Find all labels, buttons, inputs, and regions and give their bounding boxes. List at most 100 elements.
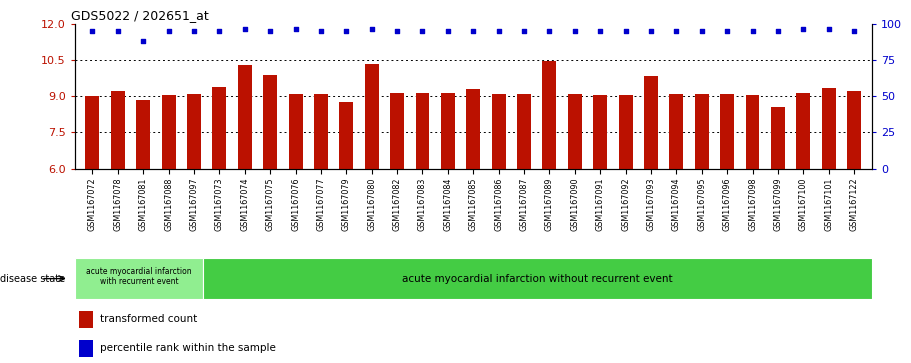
Point xyxy=(161,28,176,34)
Point xyxy=(846,28,861,34)
Text: GSM1167081: GSM1167081 xyxy=(138,177,148,231)
Point xyxy=(745,28,760,34)
Point xyxy=(441,28,456,34)
Bar xyxy=(517,94,531,169)
Text: GSM1167075: GSM1167075 xyxy=(266,177,275,231)
Point xyxy=(822,26,836,32)
Point xyxy=(771,28,785,34)
Text: GDS5022 / 202651_at: GDS5022 / 202651_at xyxy=(71,9,209,23)
Point xyxy=(796,26,811,32)
Bar xyxy=(86,96,99,169)
Text: GSM1167087: GSM1167087 xyxy=(519,177,528,231)
Point xyxy=(263,28,278,34)
Text: GSM1167074: GSM1167074 xyxy=(241,177,250,231)
Text: percentile rank within the sample: percentile rank within the sample xyxy=(100,343,276,352)
Text: GSM1167095: GSM1167095 xyxy=(697,177,706,231)
Bar xyxy=(695,94,709,169)
Text: GSM1167097: GSM1167097 xyxy=(189,177,199,231)
Bar xyxy=(78,310,93,328)
Point xyxy=(568,28,582,34)
Text: GSM1167083: GSM1167083 xyxy=(418,177,427,231)
Text: GSM1167091: GSM1167091 xyxy=(596,177,605,231)
Text: disease state: disease state xyxy=(0,274,65,284)
Bar xyxy=(137,100,150,169)
Text: transformed count: transformed count xyxy=(100,314,198,323)
Point xyxy=(212,28,227,34)
Text: GSM1167072: GSM1167072 xyxy=(88,177,97,231)
Text: GSM1167093: GSM1167093 xyxy=(647,177,656,231)
Text: GSM1167100: GSM1167100 xyxy=(799,177,808,231)
Bar xyxy=(771,107,785,169)
Point xyxy=(517,28,531,34)
Text: GSM1167122: GSM1167122 xyxy=(850,177,858,231)
Point xyxy=(288,26,302,32)
Point xyxy=(644,28,659,34)
Bar xyxy=(745,95,760,169)
Point xyxy=(720,28,734,34)
Bar xyxy=(75,258,203,299)
Bar xyxy=(340,102,353,169)
Point xyxy=(313,28,328,34)
Bar xyxy=(466,89,480,169)
Point xyxy=(187,28,201,34)
Text: GSM1167094: GSM1167094 xyxy=(671,177,681,231)
Bar xyxy=(492,94,506,169)
Bar xyxy=(187,94,201,169)
Bar xyxy=(568,94,582,169)
Text: GSM1167078: GSM1167078 xyxy=(113,177,122,231)
Point xyxy=(339,28,353,34)
Text: GSM1167084: GSM1167084 xyxy=(444,177,453,231)
Point xyxy=(542,28,557,34)
Point xyxy=(110,28,125,34)
Bar xyxy=(390,93,404,169)
Point xyxy=(415,28,430,34)
Bar xyxy=(441,93,455,169)
Bar xyxy=(822,88,835,169)
Bar xyxy=(212,87,227,169)
Point xyxy=(364,26,379,32)
Point xyxy=(86,28,100,34)
Text: GSM1167088: GSM1167088 xyxy=(164,177,173,231)
Point xyxy=(669,28,683,34)
Text: GSM1167076: GSM1167076 xyxy=(291,177,300,231)
Text: GSM1167082: GSM1167082 xyxy=(393,177,402,231)
Text: GSM1167077: GSM1167077 xyxy=(316,177,325,231)
Point xyxy=(491,28,506,34)
Text: GSM1167079: GSM1167079 xyxy=(342,177,351,231)
Text: acute myocardial infarction
with recurrent event: acute myocardial infarction with recurre… xyxy=(87,267,192,286)
Bar xyxy=(161,95,176,169)
Text: GSM1167086: GSM1167086 xyxy=(494,177,503,231)
Text: GSM1167089: GSM1167089 xyxy=(545,177,554,231)
Bar xyxy=(644,76,658,169)
Bar xyxy=(314,94,328,169)
Bar xyxy=(415,93,429,169)
Bar xyxy=(542,61,557,169)
Text: GSM1167090: GSM1167090 xyxy=(570,177,579,231)
Text: GSM1167099: GSM1167099 xyxy=(773,177,783,231)
Text: GSM1167096: GSM1167096 xyxy=(722,177,732,231)
Point xyxy=(619,28,633,34)
Bar xyxy=(796,93,810,169)
Bar xyxy=(619,95,632,169)
Text: GSM1167080: GSM1167080 xyxy=(367,177,376,231)
Text: GSM1167092: GSM1167092 xyxy=(621,177,630,231)
Point xyxy=(694,28,709,34)
Bar xyxy=(111,91,125,169)
Text: GSM1167073: GSM1167073 xyxy=(215,177,224,231)
Point xyxy=(136,38,150,44)
Bar xyxy=(847,91,861,169)
Bar xyxy=(263,75,277,169)
Bar xyxy=(720,94,734,169)
Bar xyxy=(593,95,607,169)
Point xyxy=(390,28,404,34)
Text: acute myocardial infarction without recurrent event: acute myocardial infarction without recu… xyxy=(403,274,673,284)
Text: GSM1167098: GSM1167098 xyxy=(748,177,757,231)
Bar xyxy=(78,339,93,357)
Bar xyxy=(289,94,302,169)
Bar xyxy=(670,94,683,169)
Point xyxy=(593,28,608,34)
Bar xyxy=(203,258,872,299)
Text: GSM1167085: GSM1167085 xyxy=(469,177,477,231)
Point xyxy=(466,28,481,34)
Bar xyxy=(238,65,251,169)
